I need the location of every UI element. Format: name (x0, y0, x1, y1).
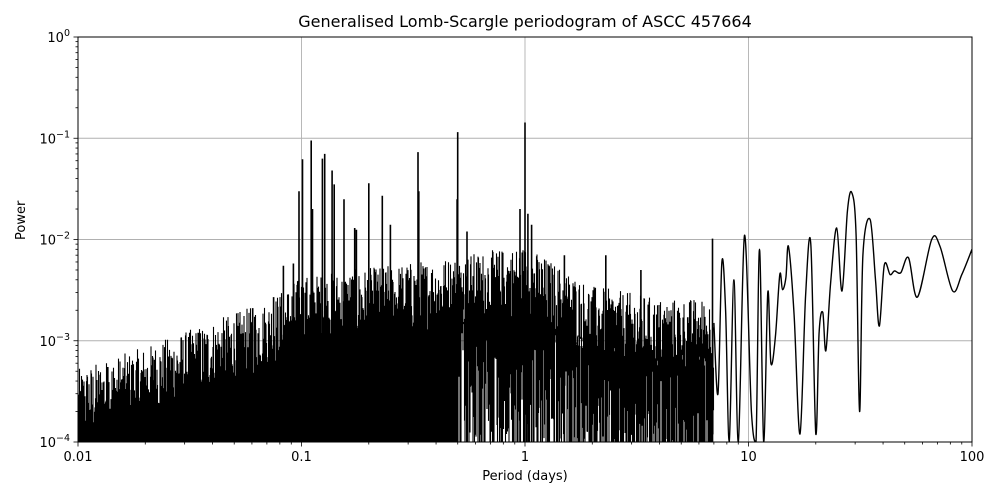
x-tick-label: 1 (521, 450, 529, 465)
x-tick-label: 100 (960, 450, 985, 465)
x-tick-label: 0.1 (291, 450, 312, 465)
noise-floor (78, 250, 715, 442)
y-axis-ticks: 10−4 10−3 10−2 10−1 100 (39, 28, 78, 451)
x-axis-label: Period (days) (482, 469, 568, 484)
y-tick-label: 100 (47, 28, 70, 46)
chart-title: Generalised Lomb-Scargle periodogram of … (298, 12, 752, 31)
peak-lines (107, 122, 714, 442)
x-axis-ticks: 0.01 0.1 1 10 100 (64, 442, 985, 465)
y-tick-label: 10−2 (39, 231, 70, 249)
long-period-curve (713, 190, 972, 442)
y-tick-label: 10−1 (39, 129, 70, 147)
x-tick-label: 0.01 (64, 450, 93, 465)
x-tick-label: 10 (740, 450, 757, 465)
periodogram-series (78, 122, 972, 442)
y-tick-label: 10−3 (39, 332, 70, 350)
y-tick-label: 10−4 (39, 433, 70, 451)
